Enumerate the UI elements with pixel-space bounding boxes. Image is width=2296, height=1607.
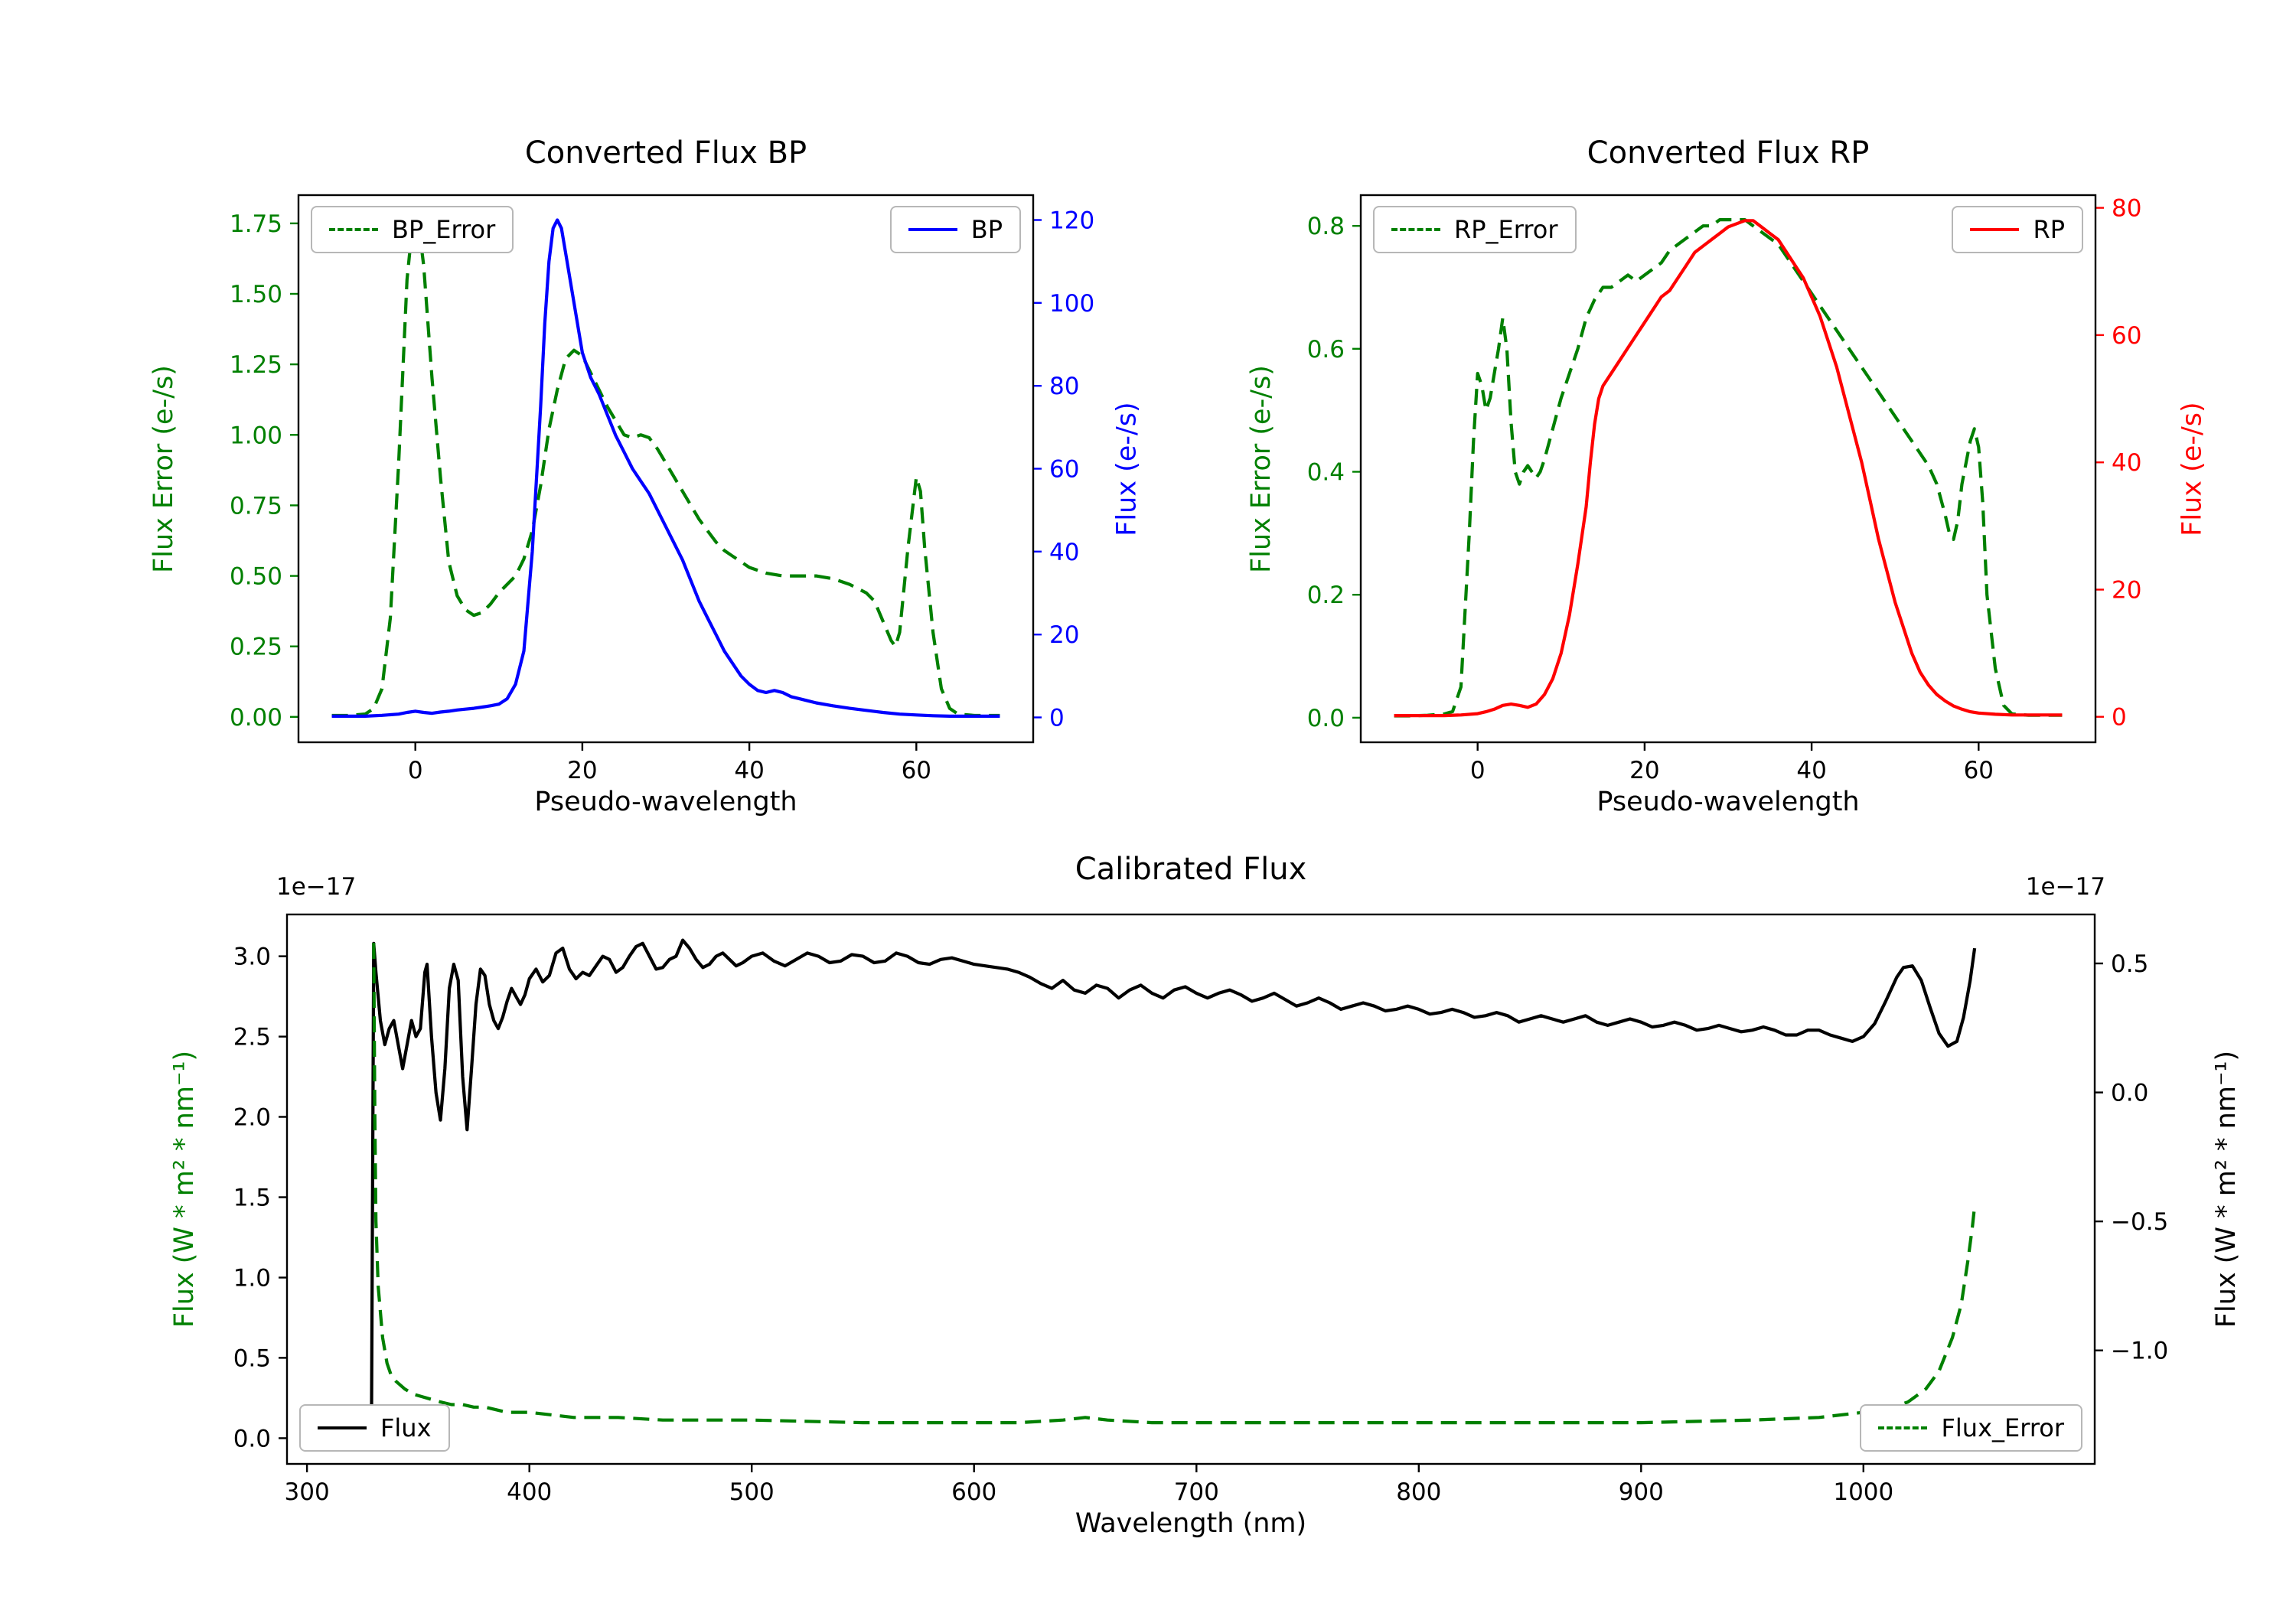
legend-label-bp: BP	[970, 215, 1003, 244]
svg-text:0.5: 0.5	[2111, 950, 2148, 978]
plot-area-bp: 0 20 40 60 0.00 0.25 0.50 0.75 1.00 1.25 1.50 1.75 0…	[230, 194, 1094, 784]
ylabel-right-bp-flux: Flux (e-/s)	[1111, 401, 1142, 536]
svg-text:40: 40	[1796, 757, 1826, 784]
svg-text:0: 0	[1049, 705, 1065, 732]
svg-text:0.50: 0.50	[230, 563, 282, 591]
svg-text:2.0: 2.0	[233, 1104, 271, 1132]
svg-text:0.75: 0.75	[230, 492, 282, 520]
chart-converted-flux-rp: Converted Flux RP Flux Error (e-/s) Flux…	[1246, 135, 2207, 817]
legend-flux-error: Flux_Error	[1860, 1404, 2082, 1452]
legend-rp-error: RP_Error	[1373, 206, 1577, 253]
ylabel-right-flux-error: Flux (W * m² * nm⁻¹)	[2211, 1050, 2242, 1328]
svg-text:60: 60	[902, 757, 931, 784]
chart-title-bp: Converted Flux BP	[524, 135, 807, 171]
svg-text:20: 20	[2112, 577, 2141, 605]
svg-text:3.0: 3.0	[233, 944, 271, 971]
legend-bp-error: BP_Error	[311, 206, 514, 253]
xlabel-wavelength: Wavelength (nm)	[1075, 1508, 1307, 1539]
legend-line-flux	[318, 1426, 367, 1429]
svg-text:60: 60	[1964, 757, 1994, 784]
chart-converted-flux-bp: Converted Flux BP Flux Error (e-/s) Flux…	[148, 135, 1142, 817]
plot-area-calibrated: 300 400 500 600 700 800 900 1000 0.0 0.5 1.0 1.5 2.0…	[233, 913, 2168, 1506]
svg-text:80: 80	[1049, 373, 1079, 400]
legend-flux: Flux	[299, 1404, 450, 1452]
svg-text:600: 600	[951, 1478, 996, 1506]
svg-text:20: 20	[567, 757, 597, 784]
svg-text:1.5: 1.5	[233, 1185, 271, 1212]
svg-text:500: 500	[729, 1478, 775, 1506]
ylabel-left-flux: Flux (W * m² * nm⁻¹)	[169, 1050, 200, 1328]
svg-text:60: 60	[2112, 322, 2141, 350]
svg-text:1.0: 1.0	[233, 1265, 271, 1292]
svg-text:0.4: 0.4	[1307, 459, 1345, 487]
legend-label-rp: RP	[2033, 215, 2065, 244]
legend-line-rp-error	[1391, 228, 1440, 231]
svg-text:1.75: 1.75	[230, 210, 282, 238]
svg-text:40: 40	[2112, 449, 2141, 477]
svg-text:100: 100	[1049, 290, 1094, 318]
svg-text:300: 300	[285, 1478, 330, 1506]
legend-bp: BP	[889, 206, 1021, 253]
svg-text:0.8: 0.8	[1307, 213, 1345, 240]
svg-text:0: 0	[1470, 757, 1486, 784]
svg-text:700: 700	[1174, 1478, 1219, 1506]
svg-text:20: 20	[1629, 757, 1659, 784]
svg-text:0.0: 0.0	[2111, 1080, 2148, 1107]
plot-area-rp: 0 20 40 60 0.0 0.2 0.4 0.6 0.8 0 20 40 60 80	[1307, 194, 2141, 784]
svg-text:0: 0	[408, 757, 423, 784]
legend-line-bp	[908, 228, 957, 231]
ylabel-left-rp-error: Flux Error (e-/s)	[1246, 364, 1277, 573]
svg-text:120: 120	[1049, 207, 1094, 235]
svg-text:0.25: 0.25	[230, 634, 282, 661]
svg-text:0.2: 0.2	[1307, 582, 1345, 609]
svg-text:800: 800	[1396, 1478, 1441, 1506]
svg-text:1.00: 1.00	[230, 422, 282, 449]
ylabel-right-rp-flux: Flux (e-/s)	[2177, 401, 2207, 536]
svg-text:40: 40	[1049, 539, 1079, 566]
svg-text:0.0: 0.0	[1307, 705, 1345, 732]
svg-text:1000: 1000	[1833, 1478, 1893, 1506]
svg-text:0.0: 0.0	[233, 1425, 271, 1452]
chart-calibrated-flux: Calibrated Flux 1e−17 1e−17 Flux (W * m²…	[169, 852, 2242, 1539]
legend-line-rp	[1970, 228, 2020, 231]
svg-text:1.25: 1.25	[230, 351, 282, 379]
xlabel-rp: Pseudo-wavelength	[1596, 787, 1860, 817]
svg-text:900: 900	[1619, 1478, 1664, 1506]
legend-label-rp-error: RP_Error	[1454, 215, 1558, 244]
legend-rp: RP	[1952, 206, 2083, 253]
legend-label-flux-error: Flux_Error	[1941, 1413, 2064, 1442]
svg-text:20: 20	[1049, 621, 1079, 649]
offset-text-right: 1e−17	[2025, 873, 2105, 901]
svg-text:−1.0: −1.0	[2111, 1338, 2168, 1365]
xlabel-bp: Pseudo-wavelength	[534, 787, 797, 817]
offset-text-left: 1e−17	[276, 873, 357, 901]
svg-text:0.6: 0.6	[1307, 336, 1345, 363]
svg-text:80: 80	[2112, 195, 2141, 223]
svg-text:40: 40	[734, 757, 764, 784]
chart-title-calibrated: Calibrated Flux	[1075, 852, 1307, 887]
svg-text:0.00: 0.00	[230, 704, 282, 732]
legend-line-flux-error	[1878, 1426, 1928, 1429]
ylabel-left-bp-error: Flux Error (e-/s)	[148, 364, 179, 573]
svg-text:−0.5: −0.5	[2111, 1208, 2168, 1236]
svg-text:0.5: 0.5	[233, 1345, 271, 1372]
legend-label-flux: Flux	[380, 1413, 432, 1442]
chart-title-rp: Converted Flux RP	[1587, 135, 1870, 171]
legend-line-bp-error	[329, 228, 378, 231]
legend-label-bp-error: BP_Error	[392, 215, 496, 244]
svg-text:1.50: 1.50	[230, 281, 282, 308]
svg-text:400: 400	[507, 1478, 552, 1506]
svg-text:60: 60	[1049, 456, 1079, 484]
svg-text:0: 0	[2112, 704, 2127, 732]
svg-text:2.5: 2.5	[233, 1024, 271, 1051]
